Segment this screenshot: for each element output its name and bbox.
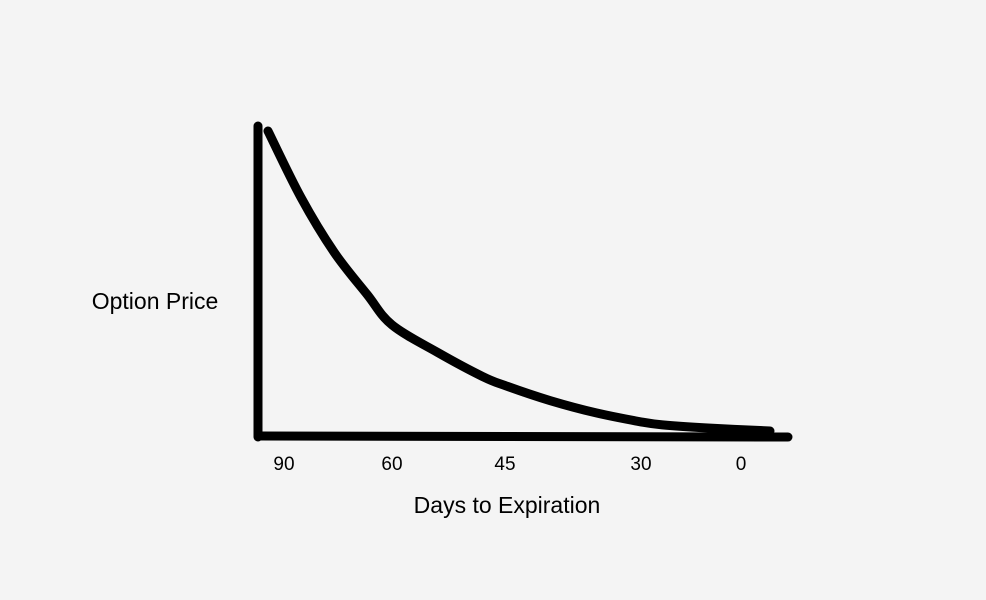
- x-tick-label: 90: [273, 454, 294, 475]
- x-tick-label: 45: [494, 454, 515, 475]
- y-axis-label: Option Price: [92, 288, 219, 314]
- x-axis-line: [253, 431, 793, 442]
- x-axis-label: Days to Expiration: [414, 492, 601, 518]
- x-tick-label: 30: [630, 454, 651, 475]
- option-price-curve: [263, 126, 775, 436]
- curve-layer: [263, 126, 775, 436]
- x-tick-label: 60: [381, 454, 402, 475]
- x-tick-label: 0: [736, 454, 747, 475]
- x-tick-labels: 90 60 45 30 0: [273, 454, 746, 475]
